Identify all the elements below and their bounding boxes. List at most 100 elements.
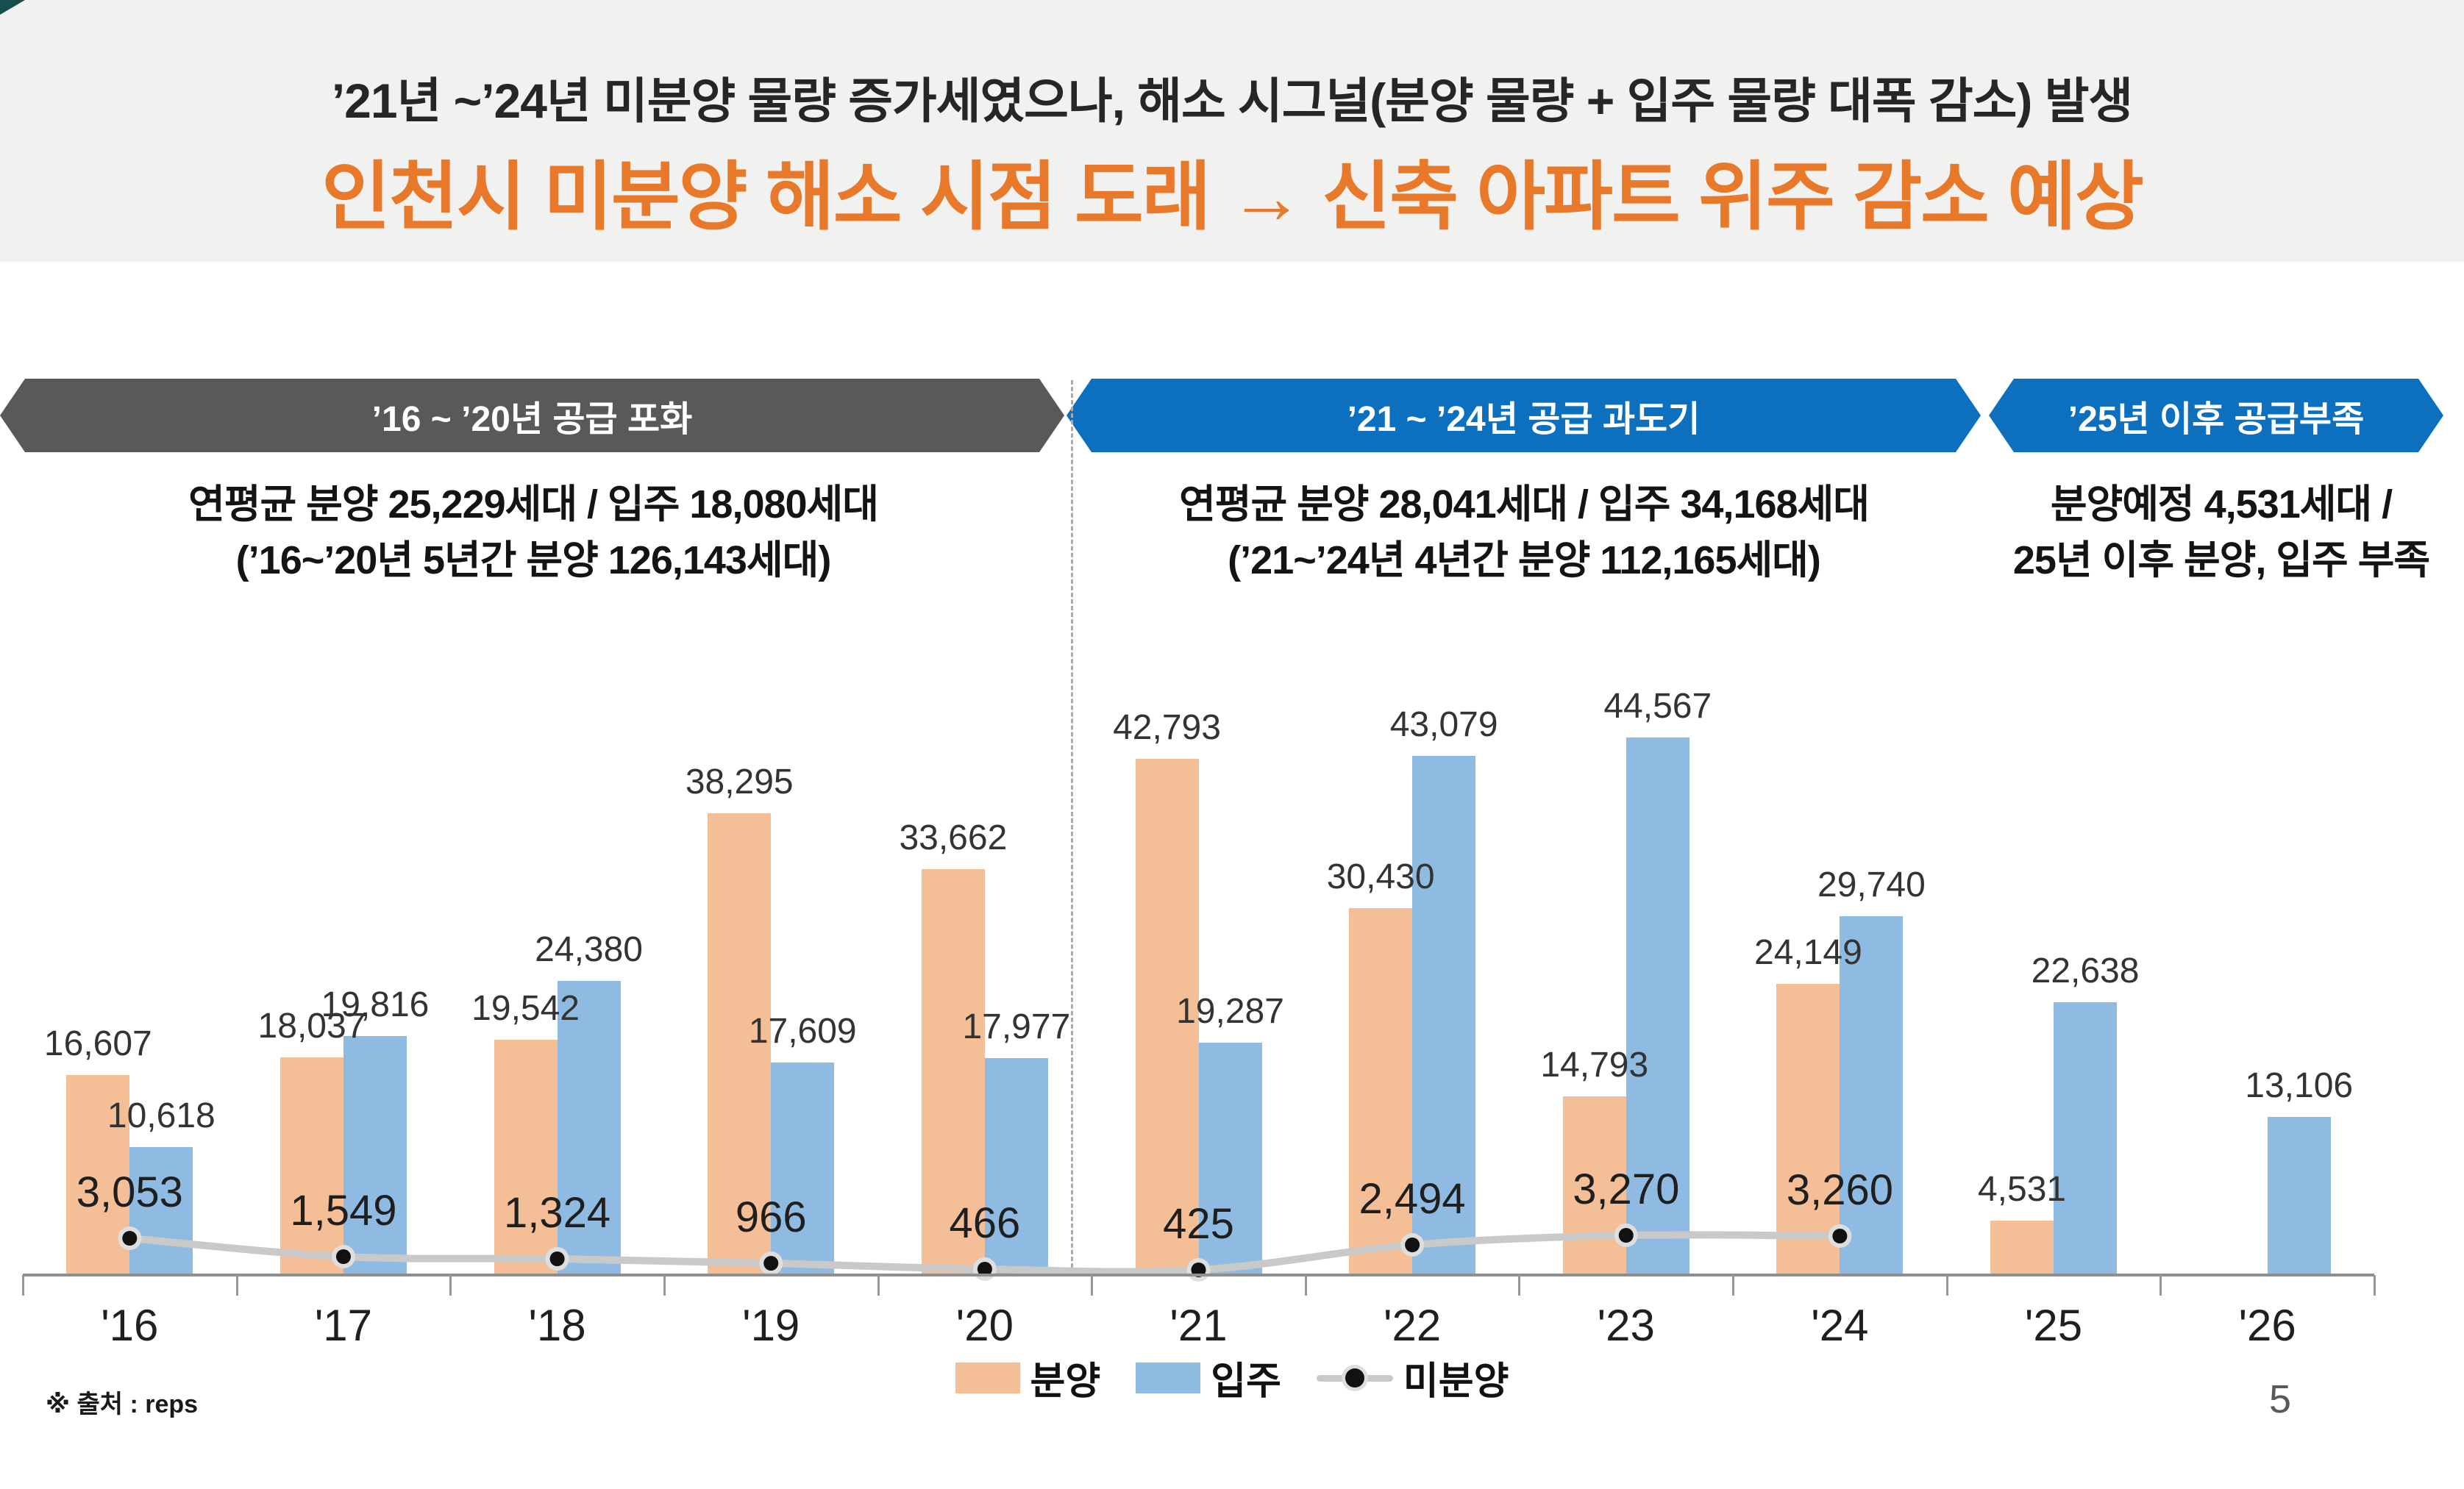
axis-tick xyxy=(1091,1275,1094,1296)
x-axis-label: '20 xyxy=(955,1301,1014,1350)
phase-banner-supply-saturation: ’16 ~ ’20년 공급 포화 xyxy=(0,379,1064,452)
x-axis-label: '19 xyxy=(742,1301,800,1350)
bar-sale xyxy=(279,1057,343,1275)
legend-label-unsold: 미분양 xyxy=(1403,1360,1509,1403)
x-axis-label: '17 xyxy=(314,1301,373,1350)
legend-line-dot xyxy=(1345,1368,1364,1388)
bar-movein xyxy=(1412,756,1476,1275)
phase-description-1: 연평균 분양 25,229세대 / 입주 18,080세대 (’16~’20년 … xyxy=(0,476,1067,588)
x-axis-label: '16 xyxy=(101,1301,159,1350)
x-axis-label: '25 xyxy=(2024,1301,2083,1350)
x-axis-label: '18 xyxy=(528,1301,586,1350)
phase-description-line: 연평균 분양 28,041세대 / 입주 34,168세대 xyxy=(1179,482,1870,526)
x-axis-label: '26 xyxy=(2238,1301,2296,1350)
bar-value-label: 16,607 xyxy=(43,1024,152,1063)
unsold-value-label: 966 xyxy=(735,1193,807,1241)
unsold-value-label: 1,549 xyxy=(290,1187,397,1235)
bar-sale xyxy=(1349,908,1413,1275)
phase-banner-label: ’16 ~ ’20년 공급 포화 xyxy=(371,400,693,439)
unsold-value-label: 466 xyxy=(949,1199,1021,1247)
bar-sale xyxy=(921,869,985,1275)
phase-description-line: 분양예정 4,531세대 / xyxy=(2050,482,2393,526)
bar-value-label: 33,662 xyxy=(899,818,1008,857)
source-footnote: ※ 출처 : reps xyxy=(46,1390,199,1418)
bar-movein xyxy=(1626,738,1689,1275)
bar-movein xyxy=(557,981,621,1275)
legend-label-sale: 분양 xyxy=(1030,1360,1101,1403)
phase-banner-label: ’21 ~ ’24년 공급 과도기 xyxy=(1347,400,1701,439)
x-axis-label: '24 xyxy=(1811,1301,1869,1350)
page-number: 5 xyxy=(2268,1377,2292,1421)
bar-value-label: 43,079 xyxy=(1389,705,1498,744)
axis-tick xyxy=(2374,1275,2376,1296)
legend-label-movein: 입주 xyxy=(1211,1360,1281,1403)
movein-swatch-icon xyxy=(1136,1362,1201,1393)
sale-swatch-icon xyxy=(955,1362,1020,1393)
axis-tick xyxy=(877,1275,880,1296)
bar-value-label: 19,287 xyxy=(1176,992,1284,1031)
bar-value-label: 29,740 xyxy=(1817,865,1926,904)
bar-value-label: 19,542 xyxy=(471,989,580,1028)
legend-item-sale: 분양 xyxy=(955,1350,1101,1405)
unsold-line-marker-icon xyxy=(1316,1362,1393,1394)
legend-item-movein: 입주 xyxy=(1136,1350,1281,1405)
bar-sale xyxy=(1776,984,1840,1275)
unsold-value-label: 2,494 xyxy=(1359,1175,1466,1223)
phase-description-line: (’16~’20년 5년간 분양 126,143세대) xyxy=(235,538,832,582)
phase-banner-supply-transition: ’21 ~ ’24년 공급 과도기 xyxy=(1067,379,1981,452)
axis-tick xyxy=(1518,1275,1521,1296)
unsold-value-label: 425 xyxy=(1163,1200,1234,1248)
unsold-value-label: 3,053 xyxy=(76,1168,183,1216)
phase-description-line: 연평균 분양 25,229세대 / 입주 18,080세대 xyxy=(188,482,879,526)
x-axis-label: '21 xyxy=(1169,1301,1228,1350)
bar-value-label: 4,531 xyxy=(1977,1170,2067,1209)
page-title: 인천시 미분양 해소 시점 도래 → 신축 아파트 위주 감소 예상 xyxy=(321,155,2144,239)
section-divider-dashed-line xyxy=(1071,380,1073,1274)
phase-description-line: 25년 이후 분양, 입주 부족 xyxy=(2012,538,2430,582)
bar-movein xyxy=(1840,916,1904,1275)
bar-value-label: 30,430 xyxy=(1326,857,1435,896)
bar-value-label: 18,037 xyxy=(257,1007,366,1046)
x-axis-label: '23 xyxy=(1597,1301,1655,1350)
axis-tick xyxy=(2159,1275,2162,1296)
bar-value-label: 38,295 xyxy=(685,763,794,801)
bar-value-label: 24,380 xyxy=(535,930,643,969)
bar-value-label: 17,609 xyxy=(748,1012,857,1051)
unsold-value-label: 3,260 xyxy=(1786,1166,1893,1214)
bar-value-label: 24,149 xyxy=(1754,933,1862,972)
legend-item-unsold: 미분양 xyxy=(1316,1350,1509,1405)
bar-movein xyxy=(771,1063,835,1275)
unsold-value-label: 1,324 xyxy=(504,1189,611,1237)
axis-tick xyxy=(663,1275,666,1296)
axis-tick xyxy=(449,1275,452,1296)
bar-value-label: 44,567 xyxy=(1603,687,1712,726)
bar-sale xyxy=(1990,1221,2054,1275)
bar-movein xyxy=(2267,1117,2331,1275)
bar-value-label: 10,618 xyxy=(107,1096,216,1135)
phase-banner-label: ’25년 이후 공급부족 xyxy=(2068,400,2365,439)
bar-value-label: 42,793 xyxy=(1113,708,1221,747)
x-axis-label: '22 xyxy=(1384,1301,1442,1350)
bar-sale xyxy=(1135,759,1199,1275)
bar-movein xyxy=(2054,1002,2118,1275)
phase-description-3: 분양예정 4,531세대 / 25년 이후 분양, 입주 부족 xyxy=(1979,476,2464,588)
slide-subtitle: ’21년 ~’24년 미분양 물량 증가세였으나, 해소 시그널(분양 물량 +… xyxy=(331,74,2133,128)
phase-banner-supply-shortage: ’25년 이후 공급부족 xyxy=(1989,379,2443,452)
corner-accent-triangle xyxy=(0,0,25,15)
bar-sale xyxy=(708,813,772,1275)
phase-description-line: (’21~’24년 4년간 분양 112,165세대) xyxy=(1228,538,1821,582)
axis-tick xyxy=(22,1275,24,1296)
legend: 분양 입주 미분양 xyxy=(0,1350,2464,1405)
axis-tick xyxy=(1304,1275,1307,1296)
x-axis-line xyxy=(23,1274,2374,1276)
header-band: ’21년 ~’24년 미분양 물량 증가세였으나, 해소 시그널(분양 물량 +… xyxy=(0,0,2464,262)
bar-value-label: 17,977 xyxy=(962,1007,1071,1046)
bar-value-label: 14,793 xyxy=(1540,1046,1649,1085)
bar-sale xyxy=(494,1040,558,1275)
axis-tick xyxy=(235,1275,238,1296)
phase-description-2: 연평균 분양 28,041세대 / 입주 34,168세대 (’21~’24년 … xyxy=(1068,476,1980,588)
bar-value-label: 13,106 xyxy=(2245,1066,2354,1105)
unsold-value-label: 3,270 xyxy=(1573,1165,1680,1213)
